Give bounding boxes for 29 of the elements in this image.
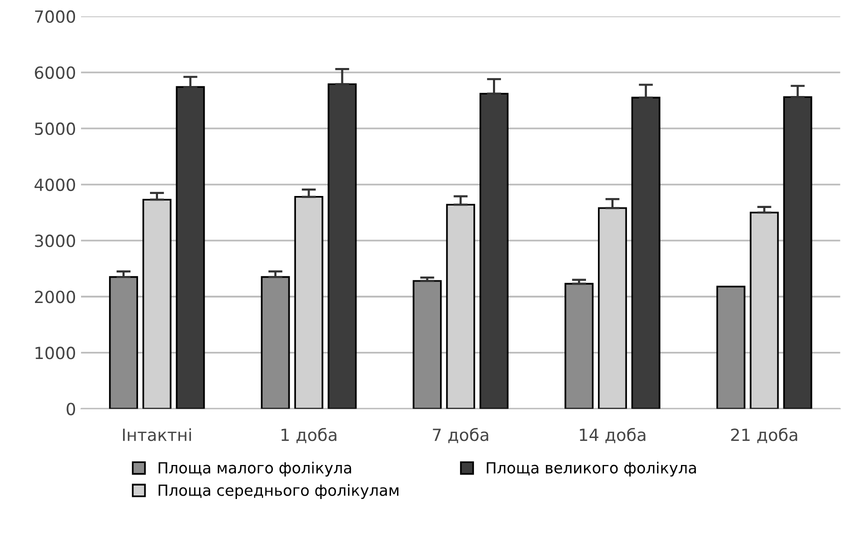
bar [260,276,290,409]
x-tick-label: Інтактні [123,428,191,442]
bar [109,276,138,409]
bar [480,92,509,409]
bar [598,207,627,409]
y-tick-label: 4000 [34,178,76,192]
bar [631,96,660,409]
legend-label: Площа середнього фолікулам [158,484,398,499]
x-tick-label: 7 доба [432,428,488,444]
y-tick-label: 6000 [34,66,76,79]
bar [142,198,172,409]
y-tick-label: 3000 [35,234,76,248]
bar [294,196,324,409]
y-tick-label: 5000 [35,122,76,136]
bar [564,282,594,409]
y-tick-label: 1000 [36,346,76,360]
legend-label: Площа малого фолікула [158,462,352,477]
bar [446,204,476,409]
x-tick-label: 14 доба [580,428,646,444]
bar [328,83,357,409]
legend-label: Площа великого фолікула [486,462,696,477]
x-tick-label: 21 доба [731,428,798,444]
y-tick-label: 0 [66,402,76,416]
y-tick-label: 2000 [34,290,76,304]
bar [176,86,205,409]
y-tick-label: 7000 [35,10,76,23]
bar [412,280,442,409]
bar [783,96,812,409]
x-tick-label: 1 доба [282,428,336,444]
